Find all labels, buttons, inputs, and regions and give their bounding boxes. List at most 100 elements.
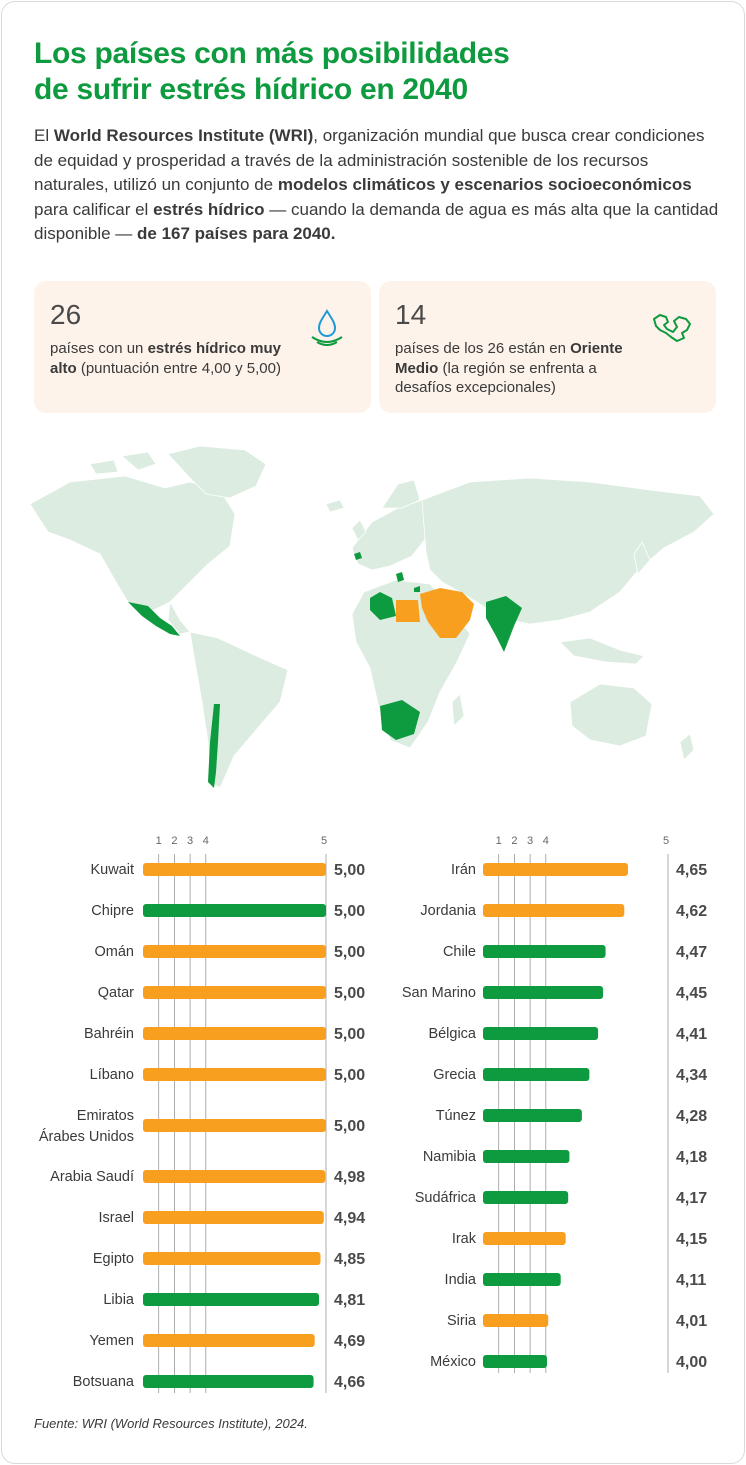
map-middle-east (420, 588, 474, 638)
value-label: 4,11 (676, 1272, 706, 1289)
x-tick-label: 3 (187, 835, 193, 847)
category-label: Kuwait (90, 862, 134, 878)
bar-jordania (483, 904, 625, 917)
intro-segment: estrés hídrico (153, 199, 265, 219)
value-label: 4,62 (676, 903, 707, 920)
category-label: Emiratos (77, 1108, 134, 1124)
value-label: 4,45 (676, 985, 707, 1002)
stat-text-segment: países con un (50, 340, 148, 357)
category-label: Qatar (98, 985, 134, 1001)
category-label: Grecia (433, 1067, 477, 1083)
value-label: 5,00 (334, 944, 365, 961)
x-tick-label: 2 (511, 835, 517, 847)
bar-yemen (143, 1334, 315, 1347)
category-label: Namibia (423, 1149, 477, 1165)
value-label: 4,17 (676, 1190, 707, 1207)
x-tick-label: 1 (496, 835, 502, 847)
value-label: 4,47 (676, 944, 707, 961)
stat-text-segment: (la región se enfrenta a desafíos excepc… (395, 359, 597, 397)
bar-b-lgica (483, 1027, 599, 1040)
value-label: 5,00 (334, 1067, 365, 1084)
category-label: México (430, 1354, 476, 1370)
world-landmass (30, 445, 715, 789)
bar-egipto (143, 1252, 321, 1265)
value-label: 4,81 (334, 1292, 365, 1309)
map-greece (396, 572, 404, 582)
stat-text-segment: países de los 26 están en (395, 340, 571, 357)
category-label: San Marino (402, 985, 476, 1001)
value-label: 4,98 (334, 1169, 365, 1186)
category-label: Árabes Unidos (39, 1128, 134, 1145)
bar-qatar (143, 986, 326, 999)
value-label: 4,18 (676, 1149, 707, 1166)
water-drop-icon (311, 309, 343, 346)
map-india (486, 596, 522, 652)
x-tick-label: 4 (203, 835, 209, 847)
category-label: Libia (103, 1292, 135, 1308)
bar-siria (483, 1314, 549, 1327)
source-note: Fuente: WRI (World Resources Institute),… (34, 1416, 308, 1431)
stat-card-very-high-stress: 26 países con un estrés hídrico muy alto… (34, 281, 371, 413)
bar-botsuana (143, 1375, 314, 1388)
x-tick-label: 3 (527, 835, 533, 847)
map-southern-africa (380, 700, 420, 740)
value-label: 5,00 (334, 862, 365, 879)
stat-number: 26 (50, 299, 82, 330)
category-label: Túnez (436, 1108, 476, 1124)
value-label: 4,15 (676, 1231, 707, 1248)
bar-bahr-in (143, 1027, 326, 1040)
middle-east-map-icon (653, 314, 691, 342)
x-tick-label: 4 (543, 835, 549, 847)
bar-arabia-saud- (143, 1170, 326, 1183)
value-label: 5,00 (334, 985, 365, 1002)
bar-chile (483, 945, 606, 958)
value-label: 4,69 (334, 1333, 365, 1350)
page-title: Los países con más posibilidades de sufr… (34, 36, 724, 108)
stat-description: países con un estrés hídrico muy alto (p… (50, 339, 300, 378)
stat-card-middle-east: 14 países de los 26 están en Oriente Med… (379, 281, 716, 413)
bar-t-nez (483, 1109, 582, 1122)
intro-segment: para calificar el (34, 199, 154, 219)
category-label: India (445, 1272, 477, 1288)
bar-san-marino (483, 986, 604, 999)
bar-emiratos-rabes-unidos (143, 1119, 326, 1132)
category-label: Siria (447, 1313, 477, 1329)
bar-l-bano (143, 1068, 326, 1081)
bar-libia (143, 1293, 320, 1306)
intro-segment: , organización mundial que busca crear c… (34, 126, 705, 194)
bar-kuwait (143, 863, 326, 876)
bar-grecia (483, 1068, 590, 1081)
stat-text-segment: estrés hídrico muy alto (50, 340, 281, 377)
value-label: 4,28 (676, 1108, 707, 1125)
intro-segment: El (34, 126, 54, 145)
title-line-2-regular: de sufrir (34, 73, 160, 106)
bar-india (483, 1273, 561, 1286)
value-label: 4,00 (676, 1354, 707, 1371)
value-label: 5,00 (334, 1026, 365, 1043)
intro-segment: — cuando la demanda de agua es más alta … (34, 199, 719, 244)
value-label: 5,00 (334, 1118, 365, 1135)
highlighted-countries (128, 552, 522, 788)
value-label: 4,34 (676, 1067, 707, 1084)
bar-sud-frica (483, 1191, 569, 1204)
x-tick-label: 5 (663, 835, 669, 847)
category-label: Bélgica (428, 1026, 476, 1042)
map-libya (370, 592, 396, 620)
stat-description: países de los 26 están en Oriente Medio … (395, 339, 645, 398)
map-cyprus (414, 586, 420, 592)
value-label: 4,94 (334, 1210, 365, 1227)
map-mexico (128, 602, 180, 636)
value-label: 4,01 (676, 1313, 707, 1330)
map-chile (208, 704, 220, 788)
category-label: Jordania (420, 903, 477, 919)
intro-paragraph: El World Resources Institute (WRI), orga… (34, 124, 724, 247)
category-label: Egipto (93, 1251, 134, 1267)
intro-segment: World Resources Institute (WRI) (53, 126, 314, 145)
stat-number: 14 (395, 299, 427, 330)
category-label: Yemen (89, 1333, 134, 1349)
category-label: Irán (451, 862, 476, 878)
category-label: Líbano (90, 1067, 134, 1083)
bar-chipre (143, 904, 326, 917)
